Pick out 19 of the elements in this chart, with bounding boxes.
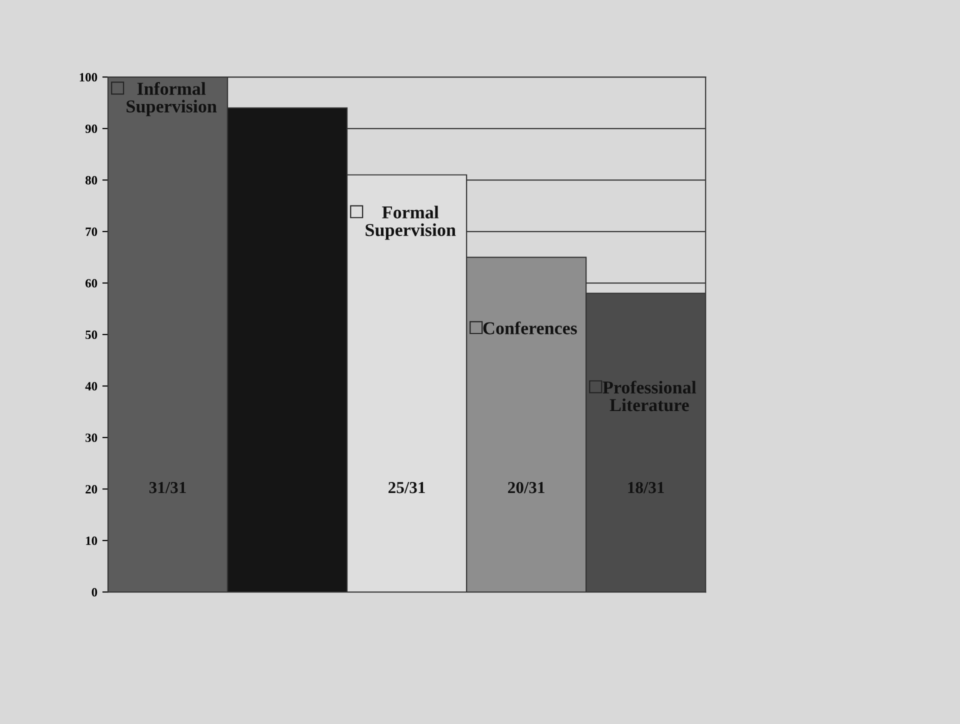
y-tick-label: 30 (86, 434, 98, 442)
y-tick-label: 50 (86, 330, 98, 339)
y-tick-label: 0 (92, 588, 98, 596)
y-tick-label: 80 (86, 176, 98, 184)
data-label: 25/31 (388, 482, 425, 494)
data-label: 20/31 (508, 482, 544, 494)
x-tick-label: Conferences (483, 321, 577, 334)
y-tick-label: 100 (80, 73, 98, 82)
y-tick-label: 90 (85, 124, 98, 133)
y-tick-label: 40 (85, 382, 98, 390)
y-tick-label: 60 (86, 279, 98, 288)
x-tick-label: Professional Literature (602, 380, 696, 412)
x-tick-label: Informal Supervision (126, 82, 217, 116)
data-label: 31/31 (149, 482, 186, 494)
data-label: 18/31 (628, 482, 664, 494)
y-tick-label: 70 (86, 228, 98, 236)
x-tick-label: Formal Supervision (366, 206, 456, 240)
y-tick-label: 20 (86, 485, 98, 494)
y-tick-label: 10 (86, 536, 98, 545)
